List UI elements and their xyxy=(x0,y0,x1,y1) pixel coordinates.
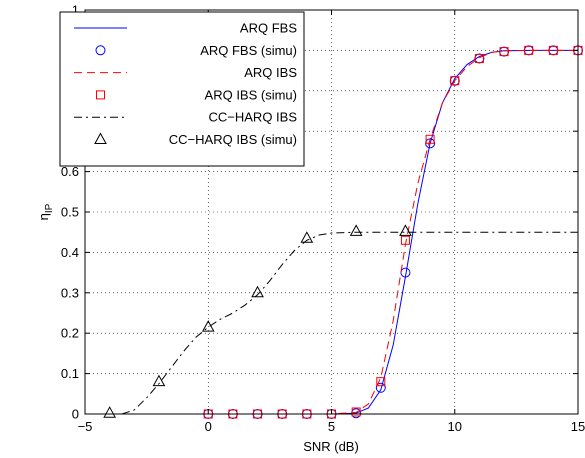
y-tick-label: 0.2 xyxy=(61,326,79,341)
data-point xyxy=(400,235,410,245)
data-point xyxy=(251,285,264,298)
series-6 xyxy=(103,224,412,418)
data-point xyxy=(375,382,386,393)
x-tick-label: 10 xyxy=(448,419,462,434)
legend-item-4: ARQ IBS (simu) xyxy=(96,87,297,102)
y-tick-label: 1 xyxy=(72,3,79,18)
data-point xyxy=(499,47,509,57)
y-axis-title-main: η xyxy=(36,213,51,220)
legend-item-1: ARQ FBS xyxy=(74,21,297,36)
grid xyxy=(85,10,578,414)
legend-item-2: ARQ FBS (simu) xyxy=(95,43,297,58)
y-axis-title-sub: IP xyxy=(44,203,55,213)
legend-label: ARQ IBS (simu) xyxy=(205,87,297,102)
x-tick-label: −5 xyxy=(78,419,93,434)
series-line xyxy=(121,231,578,415)
y-tick-label: 0.1 xyxy=(61,366,79,381)
y-tick-label: 0.6 xyxy=(61,164,79,179)
data-point xyxy=(376,377,386,387)
y-tick-label: 0.3 xyxy=(61,285,79,300)
x-axis-title: SNR (dB) xyxy=(303,439,359,454)
y-tick-label: 0.4 xyxy=(61,245,79,260)
data-point xyxy=(425,134,435,144)
x-tick-label: 15 xyxy=(571,419,585,434)
data-point xyxy=(349,224,363,236)
series-5 xyxy=(121,231,578,415)
data-point xyxy=(524,45,534,55)
legend-item-3: ARQ IBS xyxy=(74,65,297,80)
legend-swatch xyxy=(94,132,107,144)
data-point xyxy=(399,224,412,236)
x-tick-label: 0 xyxy=(205,419,212,434)
legend-label: ARQ FBS xyxy=(240,21,297,36)
data-point xyxy=(103,406,116,418)
y-tick-label: 0.5 xyxy=(61,205,79,220)
data-point xyxy=(300,231,314,243)
data-point xyxy=(450,76,460,86)
data-point xyxy=(400,267,411,278)
legend-swatch xyxy=(96,90,105,100)
data-point xyxy=(152,374,166,387)
y-tick-label: 0 xyxy=(72,407,79,422)
data-point xyxy=(548,45,558,55)
legend-label: CC−HARQ IBS xyxy=(209,110,298,125)
x-tick-label: 5 xyxy=(328,419,335,434)
data-point xyxy=(201,320,215,332)
legend: ARQ FBS ARQ FBS (simu) ARQ IBS ARQ IBS (sim… xyxy=(59,11,305,167)
legend-swatch xyxy=(95,45,106,56)
legend-box xyxy=(59,11,305,167)
legend-item-6: CC−HARQ IBS (simu) xyxy=(94,132,297,147)
data-point xyxy=(351,407,361,417)
legend-label: ARQ IBS xyxy=(244,65,297,80)
legend-label: ARQ FBS (simu) xyxy=(200,43,297,58)
legend-label: CC−HARQ IBS (simu) xyxy=(169,132,297,147)
y-axis-title: ηIP xyxy=(36,203,55,220)
data-point xyxy=(474,53,484,63)
legend-item-5: CC−HARQ IBS xyxy=(74,110,297,125)
